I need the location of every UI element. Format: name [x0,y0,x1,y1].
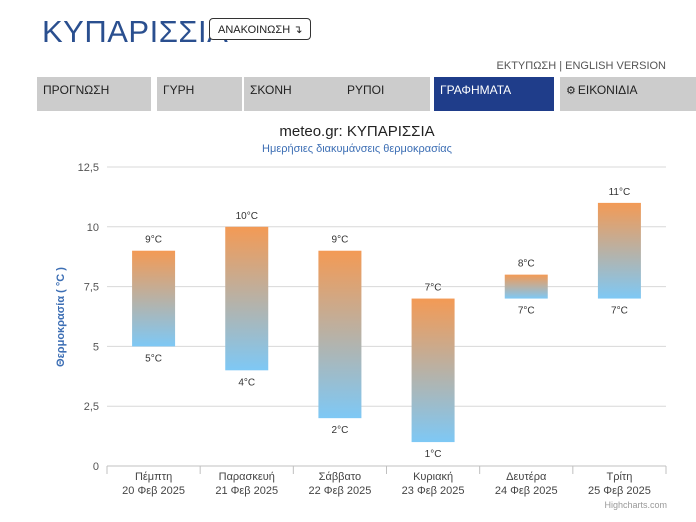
tab-charts[interactable]: ΓΡΑΦΗΜΑΤΑ [434,77,554,111]
temperature-range-bar[interactable] [132,250,176,347]
high-temp-label: 10°C [236,211,258,222]
low-temp-label: 7°C [518,306,535,317]
high-temp-label: 9°C [145,235,162,246]
x-tick-day: Δευτέρα [506,471,547,483]
low-temp-label: 4°C [238,377,255,388]
low-temp-label: 2°C [332,425,349,436]
grid-lines: 0 2,5 5 7,5 10 12,5 [78,162,667,474]
english-version-link[interactable]: ENGLISH VERSION [565,60,666,72]
x-tick-day: Κυριακή [413,471,453,483]
tab-label: ΠΡΟΓΝΩΣΗ [43,83,110,97]
y-axis-title: Θερμοκρασία ( °C ) [55,267,67,367]
x-tick-day: Παρασκευή [219,471,275,483]
tab-pollen[interactable]: ΓΥΡΗ [157,77,242,111]
tab-label: ΓΡΑΦΗΜΑΤΑ [440,83,512,97]
y-tick-label: 10 [87,222,99,234]
low-temp-label: 7°C [611,306,628,317]
y-tick-label: 5 [93,341,99,353]
tab-label: ΡΥΠΟΙ [347,83,385,97]
x-tick-date: 22 Φεβ 2025 [309,485,372,497]
temperature-range-bar[interactable] [411,298,455,443]
gear-icon: ⚙ [566,85,576,97]
high-temp-label: 9°C [332,235,349,246]
tab-icons[interactable]: ⚙ ΕΙΚΟΝΙΔΙΑ [560,77,696,111]
temperature-range-bar[interactable] [318,250,362,419]
x-tick-date: 21 Φεβ 2025 [215,485,278,497]
city-title: ΚΥΠΑΡΙΣΣΙΑ [42,14,229,49]
tab-pollutants[interactable]: ΡΥΠΟΙ [341,77,430,111]
chart-subtitle: Ημερήσιες διακυμάνσεις θερμοκρασίας [262,143,452,155]
chart-title: meteo.gr: ΚΥΠΑΡΙΣΣΙΑ [279,123,434,140]
arrow-down-right-icon: ↴ [293,24,303,36]
x-tick-day: Πέμπτη [135,471,172,483]
link-separator: | [559,60,563,72]
x-tick-date: 20 Φεβ 2025 [122,485,185,497]
x-tick-day: Σάββατο [319,471,361,483]
temperature-range-bar[interactable] [225,226,269,371]
bars [132,202,641,443]
tab-forecast[interactable]: ΠΡΟΓΝΩΣΗ [37,77,151,111]
tab-label: ΣΚΟΝΗ [250,83,292,97]
y-tick-label: 2,5 [84,401,99,413]
low-temp-label: 1°C [425,449,442,460]
x-tick-date: 23 Φεβ 2025 [402,485,465,497]
low-temp-label: 5°C [145,353,162,364]
high-temp-label: 8°C [518,259,535,270]
y-tick-label: 0 [93,461,99,473]
y-tick-label: 7,5 [84,282,99,294]
highcharts-credit[interactable]: Highcharts.com [604,500,667,510]
temperature-range-bar[interactable] [597,202,641,299]
x-tick-date: 24 Φεβ 2025 [495,485,558,497]
x-tick-date: 25 Φεβ 2025 [588,485,651,497]
tab-label: ΓΥΡΗ [163,83,195,97]
temperature-range-bar[interactable] [504,274,548,299]
top-links: ΕΚΤΥΠΩΣΗ | ENGLISH VERSION [497,60,666,72]
data-labels: 9°C 5°C Πέμπτη 20 Φεβ 2025 10°C 4°C Παρασκευή 2… [122,187,651,497]
tab-label: ΕΙΚΟΝΙΔΙΑ [577,83,638,97]
high-temp-label: 11°C [609,187,631,198]
announcement-label: ΑΝΑΚΟΙΝΩΣΗ [218,24,291,36]
y-tick-label: 12,5 [78,162,99,174]
x-tick-day: Τρίτη [606,471,632,483]
print-link[interactable]: ΕΚΤΥΠΩΣΗ [496,60,557,72]
announcement-button[interactable]: ΑΝΑΚΟΙΝΩΣΗ ↴ [209,18,312,40]
high-temp-label: 7°C [425,283,442,294]
